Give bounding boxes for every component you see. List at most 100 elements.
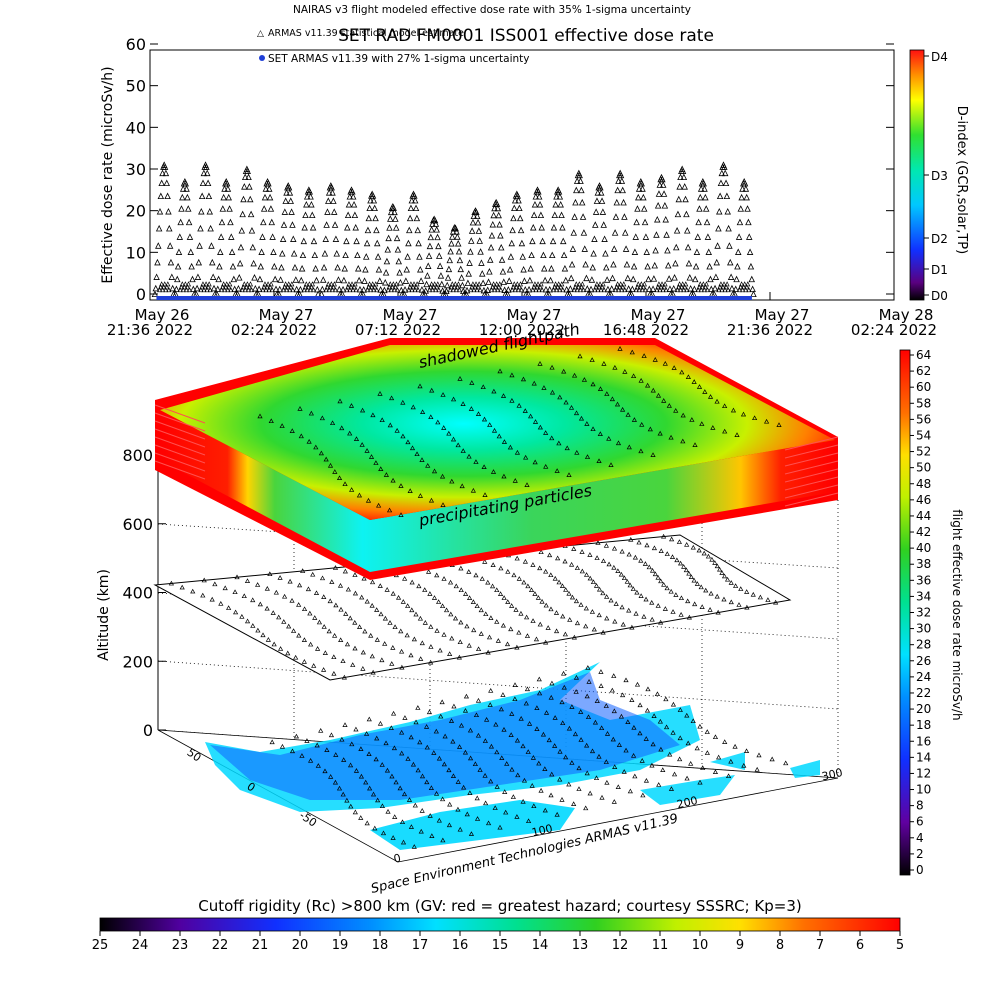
track-point (619, 548, 625, 554)
track-point (352, 809, 358, 815)
track-point (271, 641, 277, 647)
x-tick-label-date: May 26 (135, 306, 190, 324)
dose-point (372, 214, 379, 222)
track-point (538, 549, 544, 555)
track-point (233, 609, 239, 615)
dose-point (353, 237, 360, 245)
track-point (500, 622, 506, 628)
dose-point (746, 248, 754, 255)
track-point (757, 594, 763, 600)
dose-point-base (263, 287, 269, 293)
track-point (484, 717, 490, 722)
dose-point (455, 247, 463, 255)
track-point (606, 561, 612, 567)
track-point (590, 381, 596, 387)
dose-point-base (426, 287, 433, 293)
track-point (347, 762, 354, 768)
cutoff-colorbar-tick-label: 22 (212, 938, 229, 953)
track-point (750, 591, 756, 597)
track-point (500, 393, 507, 398)
track-point (390, 835, 396, 840)
dose-point-base (177, 287, 183, 293)
dose-point (178, 205, 185, 212)
dose-point (496, 220, 503, 228)
dose-point (415, 239, 422, 247)
dose-colorbar (899, 349, 911, 876)
track-point (680, 438, 686, 444)
track-point (652, 357, 658, 362)
dose-point (454, 239, 462, 247)
track-point (393, 779, 399, 785)
dose-colorbar-tick-label: 28 (916, 638, 931, 652)
dose-point-base (679, 284, 685, 290)
track-point (627, 788, 633, 794)
track-point (482, 559, 488, 564)
dose-point (611, 245, 618, 252)
track-point (475, 646, 482, 652)
slab-stripe (154, 460, 206, 480)
track-point (427, 591, 433, 596)
track-point (586, 679, 592, 684)
dose-point (525, 285, 533, 293)
dose-point (551, 211, 559, 219)
track-point (701, 550, 707, 556)
dose-point (569, 245, 577, 252)
track-point (481, 464, 487, 469)
dose-point (744, 205, 751, 212)
track-point (545, 625, 551, 630)
dose-point (407, 204, 415, 212)
track-point (671, 771, 678, 777)
track-point (429, 387, 435, 393)
dose-point-base (264, 284, 270, 290)
dose-point (707, 275, 714, 283)
dose-point (252, 284, 259, 292)
track-point (398, 483, 404, 488)
dose-point-base (324, 284, 330, 290)
dose-point (238, 227, 246, 234)
dose-point-base (530, 287, 536, 293)
track-point (458, 722, 465, 728)
track-point (456, 744, 463, 749)
dose-point (426, 242, 434, 250)
track-point (549, 435, 555, 441)
track-point (563, 754, 569, 760)
track-point (250, 597, 256, 603)
track-point (495, 638, 501, 643)
dose-point-base (472, 284, 478, 290)
track-point (296, 582, 303, 588)
track-point (352, 645, 358, 651)
dose-point (265, 185, 273, 192)
track-point (409, 579, 415, 585)
track-point (318, 450, 324, 456)
track-point (359, 594, 365, 600)
dose-point (576, 171, 583, 179)
dose-point (727, 273, 735, 280)
dose-point-base (410, 284, 416, 290)
dose-point-base (407, 284, 413, 290)
track-point (599, 725, 605, 731)
dose-point (427, 233, 435, 241)
dose-point-base (309, 281, 316, 287)
track-point (276, 614, 282, 620)
dose-point-base (615, 281, 621, 287)
dose-colorbar-tick-label: 54 (916, 428, 931, 442)
dose-point-base (280, 287, 287, 293)
dose-point-base (345, 284, 351, 290)
track-point (364, 820, 370, 826)
dose-point (567, 285, 574, 292)
track-point (569, 760, 575, 765)
track-point (399, 819, 406, 825)
dose-point (476, 237, 483, 244)
track-point (773, 599, 779, 605)
track-point (441, 425, 447, 430)
track-point (494, 619, 500, 624)
dose-point (408, 196, 416, 204)
dose-point (356, 285, 364, 293)
dose-point-base (178, 284, 184, 290)
track-point (497, 591, 504, 596)
dose-point (505, 277, 513, 284)
dose-point-base (720, 284, 726, 290)
track-point (323, 456, 329, 462)
dose-point-base (346, 281, 352, 287)
dose-point (593, 197, 601, 204)
